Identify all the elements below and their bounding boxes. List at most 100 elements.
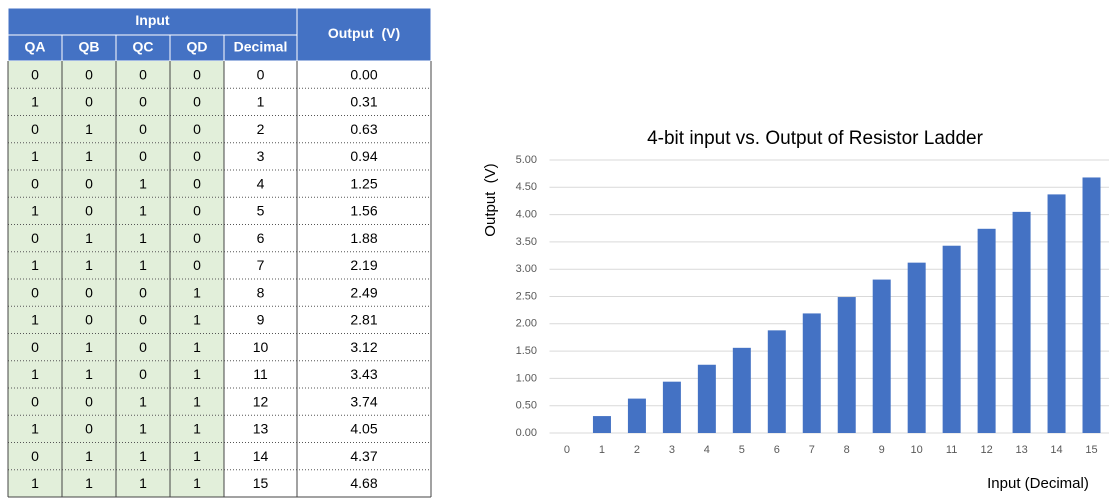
x-tick-label: 14 <box>1050 444 1062 456</box>
cell-text: 1 <box>139 448 147 464</box>
cell-text: 0 <box>139 284 147 300</box>
cell <box>8 442 62 470</box>
cell-text: 1 <box>139 393 147 409</box>
cell-text: 1 <box>31 203 39 219</box>
cell-text: 4.05 <box>350 421 377 437</box>
cell-text: 0 <box>31 339 39 355</box>
cell <box>116 197 170 225</box>
cell-text: 6 <box>257 230 265 246</box>
cell-text: 1 <box>31 421 39 437</box>
y-tick-label: 1.50 <box>516 345 537 357</box>
cell <box>8 224 62 252</box>
cell <box>297 224 431 252</box>
cell-text: 0.00 <box>350 66 377 82</box>
x-tick-label: 11 <box>946 444 957 456</box>
cell <box>297 88 431 116</box>
cell-text: 1 <box>31 312 39 328</box>
cell-text: 0 <box>193 257 201 273</box>
cell <box>297 415 431 443</box>
cell-text: 0 <box>193 66 201 82</box>
cell <box>170 251 224 279</box>
cell <box>62 197 116 225</box>
cell <box>62 442 116 470</box>
cell-text: 1 <box>85 121 93 137</box>
x-tick-label: 5 <box>739 444 745 456</box>
cell-text: 1 <box>85 230 93 246</box>
cell-text: 1 <box>139 175 147 191</box>
group-header: Input <box>135 12 170 28</box>
cell-text: 0 <box>31 175 39 191</box>
cell <box>116 333 170 361</box>
x-tick-label: 10 <box>911 444 923 456</box>
cell <box>297 197 431 225</box>
cell <box>62 388 116 416</box>
x-tick-label: 2 <box>634 444 640 456</box>
bar <box>697 364 716 433</box>
cell-text: 11 <box>253 366 268 382</box>
cell <box>170 442 224 470</box>
cell <box>8 333 62 361</box>
cell-text: 0 <box>193 230 201 246</box>
cell <box>297 115 431 143</box>
cell-text: 0 <box>31 284 39 300</box>
cell-text: 0 <box>85 203 93 219</box>
cell-text: 1.25 <box>350 175 377 191</box>
cell-text: 1 <box>85 339 93 355</box>
bar <box>627 398 646 433</box>
header-cell <box>169 34 225 62</box>
cell-text: 1 <box>193 366 201 382</box>
bar <box>837 297 856 433</box>
cell-text: 10 <box>253 339 269 355</box>
cell <box>170 469 224 497</box>
cell <box>8 279 62 307</box>
cell <box>297 306 431 334</box>
bar <box>592 416 611 433</box>
bar <box>1082 177 1101 433</box>
cell-text: 0 <box>257 66 265 82</box>
cell <box>8 469 62 497</box>
cell <box>170 388 224 416</box>
cell-text: 13 <box>253 421 269 437</box>
cell <box>116 360 170 388</box>
cell-text: 0 <box>193 175 201 191</box>
bar <box>767 330 786 433</box>
cell <box>62 415 116 443</box>
x-tick-label: 1 <box>599 444 605 456</box>
cell-text: 0 <box>139 66 147 82</box>
output-header: Output (V) <box>328 25 400 41</box>
cell-text: 0 <box>139 312 147 328</box>
cell <box>116 415 170 443</box>
cell-text: 3.74 <box>350 393 377 409</box>
cell-text: 1 <box>31 257 39 273</box>
column-header: QB <box>79 39 100 55</box>
cell <box>170 415 224 443</box>
cell-text: 3.43 <box>350 366 377 382</box>
cell <box>224 88 297 116</box>
cell-text: 1 <box>31 94 39 110</box>
cell <box>116 279 170 307</box>
cell-text: 2.49 <box>350 284 377 300</box>
cell-text: 7 <box>257 257 265 273</box>
y-tick-label: 0.00 <box>516 427 537 439</box>
cell-text: 0 <box>193 121 201 137</box>
cell <box>297 142 431 170</box>
cell-text: 1 <box>85 257 93 273</box>
header-cell <box>7 7 298 36</box>
cell-text: 3 <box>257 148 265 164</box>
cell-text: 0 <box>193 203 201 219</box>
bar <box>942 245 961 433</box>
cell-text: 4 <box>257 175 265 191</box>
cell <box>8 61 62 89</box>
column-header: QA <box>25 39 46 55</box>
cell-text: 0 <box>139 94 147 110</box>
cell <box>8 115 62 143</box>
cell <box>116 224 170 252</box>
cell-text: 1 <box>85 366 93 382</box>
cell-text: 0 <box>193 148 201 164</box>
cell <box>62 306 116 334</box>
cell <box>8 306 62 334</box>
cell-text: 4.68 <box>350 475 377 491</box>
cell <box>224 142 297 170</box>
y-tick-label: 5.00 <box>516 154 537 166</box>
cell-text: 1 <box>193 421 201 437</box>
